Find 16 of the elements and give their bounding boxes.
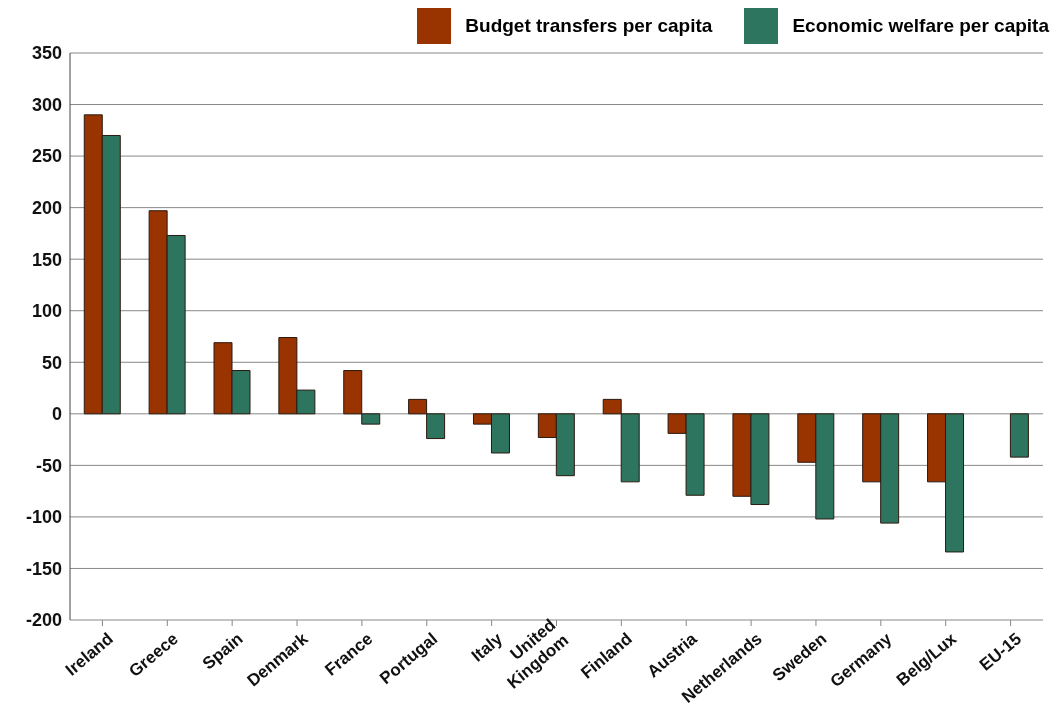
y-tick-label: 250: [31, 146, 62, 167]
legend-label: Economic welfare per capita: [792, 15, 1049, 37]
y-tick-label: 200: [31, 198, 62, 219]
y-tick-label: 150: [31, 249, 62, 270]
y-tick-label: -100: [25, 507, 62, 528]
y-tick-label: 0: [51, 404, 62, 425]
y-tick-label: -150: [25, 558, 62, 579]
y-tick-label: -200: [25, 610, 62, 631]
y-tick-label: -50: [35, 455, 62, 476]
bar: [1009, 413, 1029, 458]
x-tick-label: Italy: [467, 628, 507, 666]
y-tick-label: 50: [41, 352, 62, 373]
y-tick-label: 100: [31, 301, 62, 322]
y-tick-label: 350: [31, 43, 62, 64]
legend-label: Budget transfers per capita: [465, 15, 713, 37]
y-tick-label: 300: [31, 94, 62, 115]
